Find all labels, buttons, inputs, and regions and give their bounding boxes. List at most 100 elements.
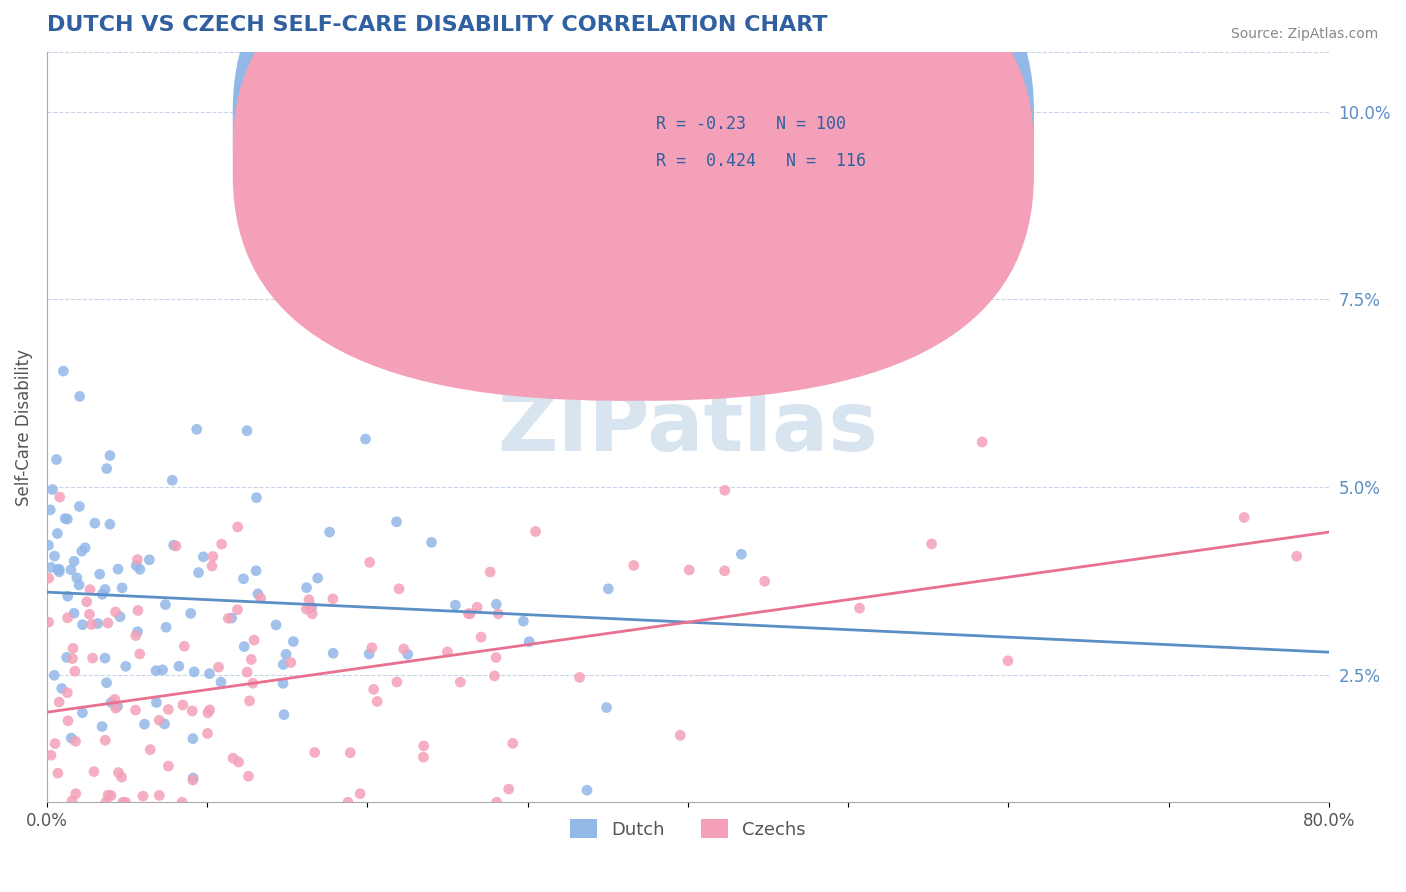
Czechs <box>128 647 150 661</box>
Czechs <box>997 654 1019 668</box>
Dutch <box>245 564 267 578</box>
Dutch <box>153 717 176 731</box>
Czechs <box>157 702 180 716</box>
Dutch <box>138 553 160 567</box>
Y-axis label: Self-Care Disability: Self-Care Disability <box>15 349 32 506</box>
Czechs <box>181 772 204 787</box>
Czechs <box>412 739 434 753</box>
Czechs <box>392 642 415 657</box>
Dutch <box>134 717 156 731</box>
Czechs <box>385 675 408 690</box>
Dutch <box>155 620 177 634</box>
Czechs <box>100 789 122 803</box>
Dutch <box>114 659 136 673</box>
Czechs <box>349 787 371 801</box>
FancyBboxPatch shape <box>598 89 905 194</box>
Czechs <box>249 591 271 605</box>
Czechs <box>65 787 87 801</box>
Czechs <box>678 563 700 577</box>
Dutch <box>295 581 318 595</box>
FancyBboxPatch shape <box>233 0 1033 401</box>
Dutch <box>598 582 620 596</box>
Dutch <box>575 783 598 797</box>
Text: R =  0.424   N =  116: R = 0.424 N = 116 <box>655 153 866 170</box>
Czechs <box>298 600 321 615</box>
Czechs <box>62 641 84 656</box>
Czechs <box>104 692 127 706</box>
Czechs <box>243 633 266 648</box>
Dutch <box>273 707 295 722</box>
Dutch <box>246 587 269 601</box>
Czechs <box>301 607 323 621</box>
Czechs <box>458 607 481 621</box>
Czechs <box>97 788 120 802</box>
Dutch <box>245 491 267 505</box>
Dutch <box>44 668 66 682</box>
Dutch <box>66 571 89 585</box>
Dutch <box>107 562 129 576</box>
Dutch <box>67 578 90 592</box>
Dutch <box>517 634 540 648</box>
Czechs <box>1285 549 1308 564</box>
Czechs <box>754 574 776 589</box>
Text: ZIPatlas: ZIPatlas <box>498 386 879 467</box>
Dutch <box>94 651 117 665</box>
Czechs <box>46 766 69 780</box>
Dutch <box>145 664 167 678</box>
Dutch <box>75 541 97 555</box>
Dutch <box>318 525 340 540</box>
Dutch <box>152 663 174 677</box>
Dutch <box>100 695 122 709</box>
Czechs <box>198 703 221 717</box>
Czechs <box>197 726 219 740</box>
Czechs <box>669 728 692 742</box>
Czechs <box>201 549 224 564</box>
Czechs <box>295 602 318 616</box>
Dutch <box>127 624 149 639</box>
Czechs <box>240 652 263 666</box>
Dutch <box>359 647 381 661</box>
Dutch <box>63 554 86 568</box>
Dutch <box>187 566 209 580</box>
Text: R = -0.23   N = 100: R = -0.23 N = 100 <box>655 115 846 133</box>
Czechs <box>82 651 104 665</box>
Dutch <box>183 665 205 679</box>
Dutch <box>354 432 377 446</box>
Dutch <box>233 640 256 654</box>
Dutch <box>301 599 323 614</box>
Dutch <box>89 567 111 582</box>
Dutch <box>274 648 297 662</box>
Czechs <box>304 746 326 760</box>
Dutch <box>45 452 67 467</box>
Czechs <box>226 603 249 617</box>
Czechs <box>972 435 994 450</box>
Czechs <box>97 615 120 630</box>
Czechs <box>236 665 259 679</box>
Dutch <box>307 571 329 585</box>
Czechs <box>465 600 488 615</box>
Czechs <box>714 483 737 498</box>
Dutch <box>63 606 86 620</box>
Czechs <box>359 555 381 569</box>
Czechs <box>485 650 508 665</box>
Czechs <box>217 611 239 625</box>
Dutch <box>70 544 93 558</box>
Text: DUTCH VS CZECH SELF-CARE DISABILITY CORRELATION CHART: DUTCH VS CZECH SELF-CARE DISABILITY CORR… <box>46 15 827 35</box>
Czechs <box>498 782 520 797</box>
Dutch <box>283 634 305 648</box>
Dutch <box>51 681 73 696</box>
Dutch <box>111 581 134 595</box>
Dutch <box>730 547 752 561</box>
Czechs <box>201 559 224 574</box>
Dutch <box>181 731 204 746</box>
Czechs <box>38 615 60 629</box>
Czechs <box>165 539 187 553</box>
Dutch <box>125 558 148 573</box>
Czechs <box>222 751 245 765</box>
Czechs <box>1233 510 1256 524</box>
Dutch <box>46 562 69 576</box>
Czechs <box>107 765 129 780</box>
Dutch <box>86 616 108 631</box>
Dutch <box>91 719 114 733</box>
Czechs <box>242 676 264 690</box>
